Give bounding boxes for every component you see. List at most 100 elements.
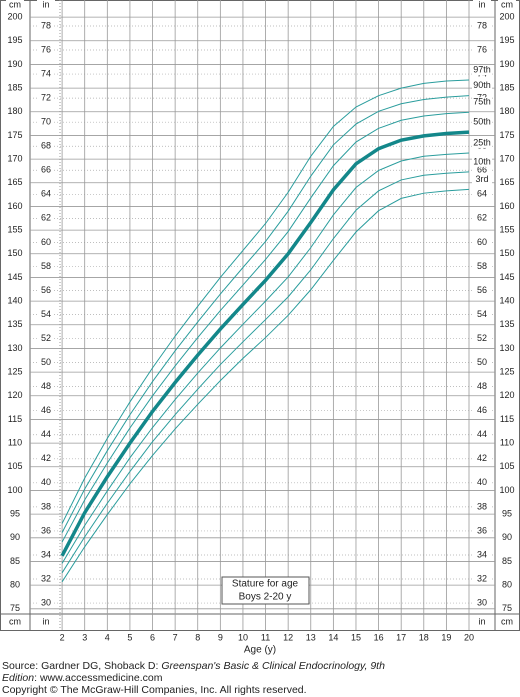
y-tick-label-right: 110 bbox=[500, 437, 514, 447]
y2-tick-label-right: 62 bbox=[477, 213, 487, 223]
y2-tick-label-right: 54 bbox=[477, 309, 487, 319]
label-bg bbox=[38, 405, 54, 416]
x-tick-label: 16 bbox=[374, 632, 384, 642]
y-tick-label: 80 bbox=[10, 580, 20, 590]
label-bg bbox=[474, 285, 490, 296]
series-label: 75th bbox=[473, 97, 491, 107]
x-tick-label: 6 bbox=[150, 632, 155, 642]
source: Source: Gardner DG, Shoback D: Greenspan… bbox=[2, 660, 402, 696]
y-tick-label: 155 bbox=[7, 224, 22, 234]
y2-tick-label: 34 bbox=[41, 549, 51, 559]
y-tick-label: 170 bbox=[7, 153, 22, 163]
x-tick-label: 8 bbox=[195, 632, 200, 642]
label-bg bbox=[474, 20, 490, 31]
copyright: Copyright © The McGraw-Hill Companies, I… bbox=[2, 684, 307, 696]
x-tick-label: 4 bbox=[105, 632, 110, 642]
axis-unit: in bbox=[478, 616, 485, 626]
x-tick-label: 10 bbox=[238, 632, 248, 642]
y-tick-label-right: 185 bbox=[499, 82, 514, 92]
source-prefix: Source: Gardner DG, Shoback D: bbox=[2, 660, 162, 672]
y-tick-label-right: 115 bbox=[500, 414, 514, 424]
chart-subtitle: Boys 2-20 y bbox=[239, 592, 292, 603]
y2-tick-label-right: 58 bbox=[477, 261, 487, 271]
y2-tick-label: 48 bbox=[41, 381, 51, 391]
x-tick-label: 12 bbox=[283, 632, 293, 642]
y2-tick-label-right: 44 bbox=[477, 429, 487, 439]
label-bg bbox=[474, 574, 490, 585]
y-tick-label-right: 180 bbox=[499, 106, 514, 116]
y2-tick-label: 50 bbox=[41, 357, 51, 367]
y-tick-label: 150 bbox=[7, 248, 22, 258]
chart-title: Stature for age bbox=[232, 579, 299, 590]
label-bg bbox=[38, 45, 54, 56]
y-tick-label: 125 bbox=[7, 366, 22, 376]
label-bg bbox=[473, 617, 491, 627]
y2-tick-label: 54 bbox=[41, 309, 51, 319]
y-tick-label-right: 75 bbox=[502, 603, 512, 613]
y2-tick-label: 36 bbox=[41, 525, 51, 535]
axis-unit: cm bbox=[9, 616, 21, 626]
y-tick-label-right: 165 bbox=[499, 177, 514, 187]
axis-unit: in bbox=[478, 0, 485, 9]
y-tick-label: 135 bbox=[7, 319, 22, 329]
y2-tick-label-right: 76 bbox=[477, 44, 487, 54]
x-tick-label: 14 bbox=[328, 632, 338, 642]
label-bg bbox=[38, 261, 54, 272]
label-bg bbox=[474, 165, 490, 176]
x-tick-label: 11 bbox=[261, 632, 270, 642]
label-bg bbox=[474, 477, 490, 488]
label-bg bbox=[38, 357, 54, 368]
y2-tick-label-right: 32 bbox=[477, 573, 487, 583]
y2-tick-label: 46 bbox=[41, 405, 51, 415]
x-tick-label: 2 bbox=[60, 632, 65, 642]
label-bg bbox=[472, 65, 492, 76]
label-bg bbox=[498, 0, 516, 10]
y-tick-label-right: 145 bbox=[499, 272, 514, 282]
y-tick-label-right: 140 bbox=[499, 295, 514, 305]
axis-unit: in bbox=[42, 616, 49, 626]
y-tick-label-right: 80 bbox=[502, 580, 512, 590]
label-bg bbox=[38, 333, 54, 344]
percentile-line bbox=[61, 152, 470, 564]
y-tick-label-right: 125 bbox=[499, 366, 514, 376]
label-bg bbox=[474, 189, 490, 200]
y2-tick-label-right: 60 bbox=[477, 237, 487, 247]
y-tick-label: 180 bbox=[7, 106, 22, 116]
y2-tick-label: 62 bbox=[41, 213, 51, 223]
y-tick-label-right: 105 bbox=[499, 461, 514, 471]
label-bg bbox=[498, 617, 516, 627]
label-bg bbox=[38, 477, 54, 488]
y2-tick-label: 72 bbox=[41, 92, 51, 102]
y2-tick-label: 58 bbox=[41, 261, 51, 271]
y-tick-label: 110 bbox=[8, 437, 22, 447]
label-bg bbox=[38, 189, 54, 200]
y2-tick-label-right: 78 bbox=[477, 20, 487, 30]
y-tick-label: 90 bbox=[10, 532, 20, 542]
y2-tick-label: 78 bbox=[41, 20, 51, 30]
series-label: 3rd bbox=[475, 174, 488, 184]
label-bg bbox=[472, 117, 492, 128]
percentile-line bbox=[61, 79, 470, 524]
label-bg bbox=[38, 429, 54, 440]
y-tick-label: 175 bbox=[7, 130, 22, 140]
percentile-line bbox=[61, 111, 470, 543]
label-bg bbox=[38, 574, 54, 585]
label-bg bbox=[474, 525, 490, 536]
label-bg bbox=[474, 357, 490, 368]
label-bg bbox=[474, 453, 490, 464]
y2-tick-label: 40 bbox=[41, 477, 51, 487]
label-bg bbox=[38, 501, 54, 512]
label-bg bbox=[38, 549, 54, 560]
label-bg bbox=[6, 617, 24, 627]
y2-tick-label: 32 bbox=[41, 573, 51, 583]
y2-tick-label-right: 46 bbox=[477, 405, 487, 415]
label-bg bbox=[472, 137, 492, 148]
label-bg bbox=[38, 237, 54, 248]
label-bg bbox=[474, 381, 490, 392]
x-tick-label: 18 bbox=[419, 632, 429, 642]
y2-tick-label: 64 bbox=[41, 189, 51, 199]
y-tick-label-right: 200 bbox=[499, 11, 514, 21]
y-tick-label: 185 bbox=[7, 82, 22, 92]
y-tick-label-right: 85 bbox=[502, 556, 512, 566]
